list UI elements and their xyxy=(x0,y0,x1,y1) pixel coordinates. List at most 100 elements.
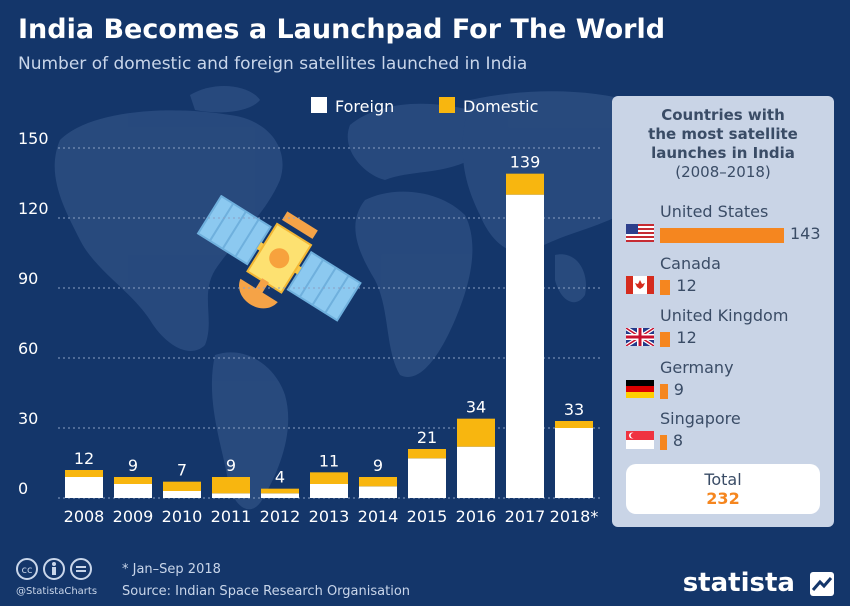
x-tick-label: 2017 xyxy=(505,507,546,526)
creative-commons-icons: cc xyxy=(16,558,92,580)
bar-total-label: 9 xyxy=(373,456,383,475)
bar-foreign xyxy=(408,458,446,498)
x-tick-label: 2018* xyxy=(550,507,599,526)
statista-logo: statista xyxy=(683,568,834,598)
uk-flag-icon xyxy=(626,328,654,346)
bar-domestic xyxy=(408,449,446,459)
country-name: Germany xyxy=(660,358,734,377)
x-tick-label: 2008 xyxy=(64,507,105,526)
bar-foreign xyxy=(359,486,397,498)
bar-total-label: 139 xyxy=(510,153,541,172)
bar-domestic xyxy=(114,477,152,484)
panel-period: (2008–2018) xyxy=(675,163,771,181)
total-value: 232 xyxy=(706,489,740,508)
bar-total-label: 9 xyxy=(128,456,138,475)
x-tick-label: 2012 xyxy=(260,507,301,526)
legend-swatch-foreign xyxy=(311,97,327,113)
total-label: Total xyxy=(704,470,742,489)
country-value: 143 xyxy=(790,224,821,243)
chart-legend: Foreign Domestic xyxy=(311,97,538,116)
bar-total-label: 9 xyxy=(226,456,236,475)
bar-domestic xyxy=(163,481,201,491)
country-bar xyxy=(660,384,668,399)
country-row-germany: Germany 9 xyxy=(612,358,834,406)
brand-name: statista xyxy=(682,568,795,598)
y-tick-label: 0 xyxy=(18,479,28,498)
countries-panel: Countries with the most satellite launch… xyxy=(612,96,834,527)
y-tick-label: 90 xyxy=(18,269,38,288)
bar-domestic xyxy=(65,470,103,477)
x-tick-label: 2014 xyxy=(358,507,399,526)
bar-domestic xyxy=(359,477,397,487)
country-row-united-states: United States 143 xyxy=(612,202,834,250)
panel-title-line: launches in India xyxy=(651,144,795,162)
country-value: 12 xyxy=(676,276,697,295)
satellite-icon xyxy=(196,195,362,322)
x-tick-label: 2011 xyxy=(211,507,252,526)
footnote: * Jan–Sep 2018 xyxy=(122,562,221,577)
panel-title: Countries with the most satellite launch… xyxy=(612,106,834,182)
bar-foreign xyxy=(65,477,103,498)
bar-foreign xyxy=(163,491,201,498)
bar-chart: 0 30 60 90 120 150 12 2008 9 2009 7 2010 9 2011 4 2012 1… xyxy=(18,97,600,526)
country-value: 8 xyxy=(672,431,684,450)
us-flag-icon xyxy=(626,224,654,242)
country-bar xyxy=(660,280,671,295)
bar-total-label: 7 xyxy=(177,461,187,480)
country-bar xyxy=(660,332,671,347)
bar-total-label: 11 xyxy=(319,451,339,470)
bar-foreign xyxy=(114,484,152,498)
bar-domestic xyxy=(310,472,348,484)
country-row-singapore: Singapore 8 xyxy=(612,409,834,457)
canada-flag-icon xyxy=(626,276,654,294)
y-tick-label: 60 xyxy=(18,339,38,358)
bar-foreign xyxy=(457,446,495,498)
x-tick-label: 2015 xyxy=(407,507,448,526)
singapore-flag-icon xyxy=(626,431,654,449)
country-name: United Kingdom xyxy=(660,306,789,325)
bar-foreign xyxy=(212,493,250,498)
bar-domestic xyxy=(457,418,495,447)
panel-title-line: the most satellite xyxy=(648,125,798,143)
bar-domestic xyxy=(261,488,299,494)
y-tick-label: 120 xyxy=(18,199,49,218)
bar-total-label: 33 xyxy=(564,400,584,419)
bar-domestic xyxy=(212,477,250,494)
bar-total-label: 21 xyxy=(417,428,437,447)
x-tick-label: 2016 xyxy=(456,507,497,526)
country-row-united-kingdom: United Kingdom 12 xyxy=(612,306,834,354)
panel-title-line: Countries with xyxy=(661,106,785,124)
bar-foreign xyxy=(310,484,348,498)
bar-domestic xyxy=(506,173,544,195)
country-bar xyxy=(660,435,667,450)
y-tick-label: 30 xyxy=(18,409,38,428)
bar-domestic xyxy=(555,421,593,428)
germany-flag-icon xyxy=(626,380,654,398)
svg-text:cc: cc xyxy=(22,565,33,576)
country-bar xyxy=(660,228,784,243)
bar-foreign xyxy=(261,493,299,498)
bar-total-label: 12 xyxy=(74,449,94,468)
twitter-handle: @StatistaCharts xyxy=(16,586,98,597)
source-note: Source: Indian Space Research Organisati… xyxy=(122,584,411,599)
legend-swatch-domestic xyxy=(439,97,455,113)
x-tick-label: 2013 xyxy=(309,507,350,526)
chart-title: India Becomes a Launchpad For The World xyxy=(18,14,666,45)
y-tick-label: 150 xyxy=(18,129,49,148)
bar-foreign xyxy=(555,428,593,498)
total-box: Total 232 xyxy=(626,464,820,514)
bar-total-label: 34 xyxy=(466,398,486,417)
legend-label-foreign: Foreign xyxy=(335,97,394,116)
x-tick-label: 2010 xyxy=(162,507,203,526)
country-name: Canada xyxy=(660,254,721,273)
country-name: United States xyxy=(660,202,769,221)
bar-foreign xyxy=(506,194,544,498)
country-value: 9 xyxy=(673,380,684,399)
statista-mark-icon xyxy=(810,571,834,596)
country-name: Singapore xyxy=(660,409,741,428)
x-tick-label: 2009 xyxy=(113,507,154,526)
legend-label-domestic: Domestic xyxy=(463,97,538,116)
bar-total-label: 4 xyxy=(275,468,285,487)
country-value: 12 xyxy=(676,328,697,347)
